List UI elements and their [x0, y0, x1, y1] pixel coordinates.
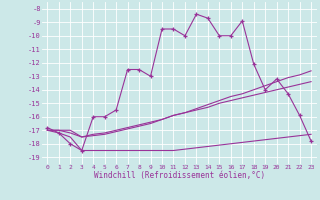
X-axis label: Windchill (Refroidissement éolien,°C): Windchill (Refroidissement éolien,°C) — [94, 171, 265, 180]
